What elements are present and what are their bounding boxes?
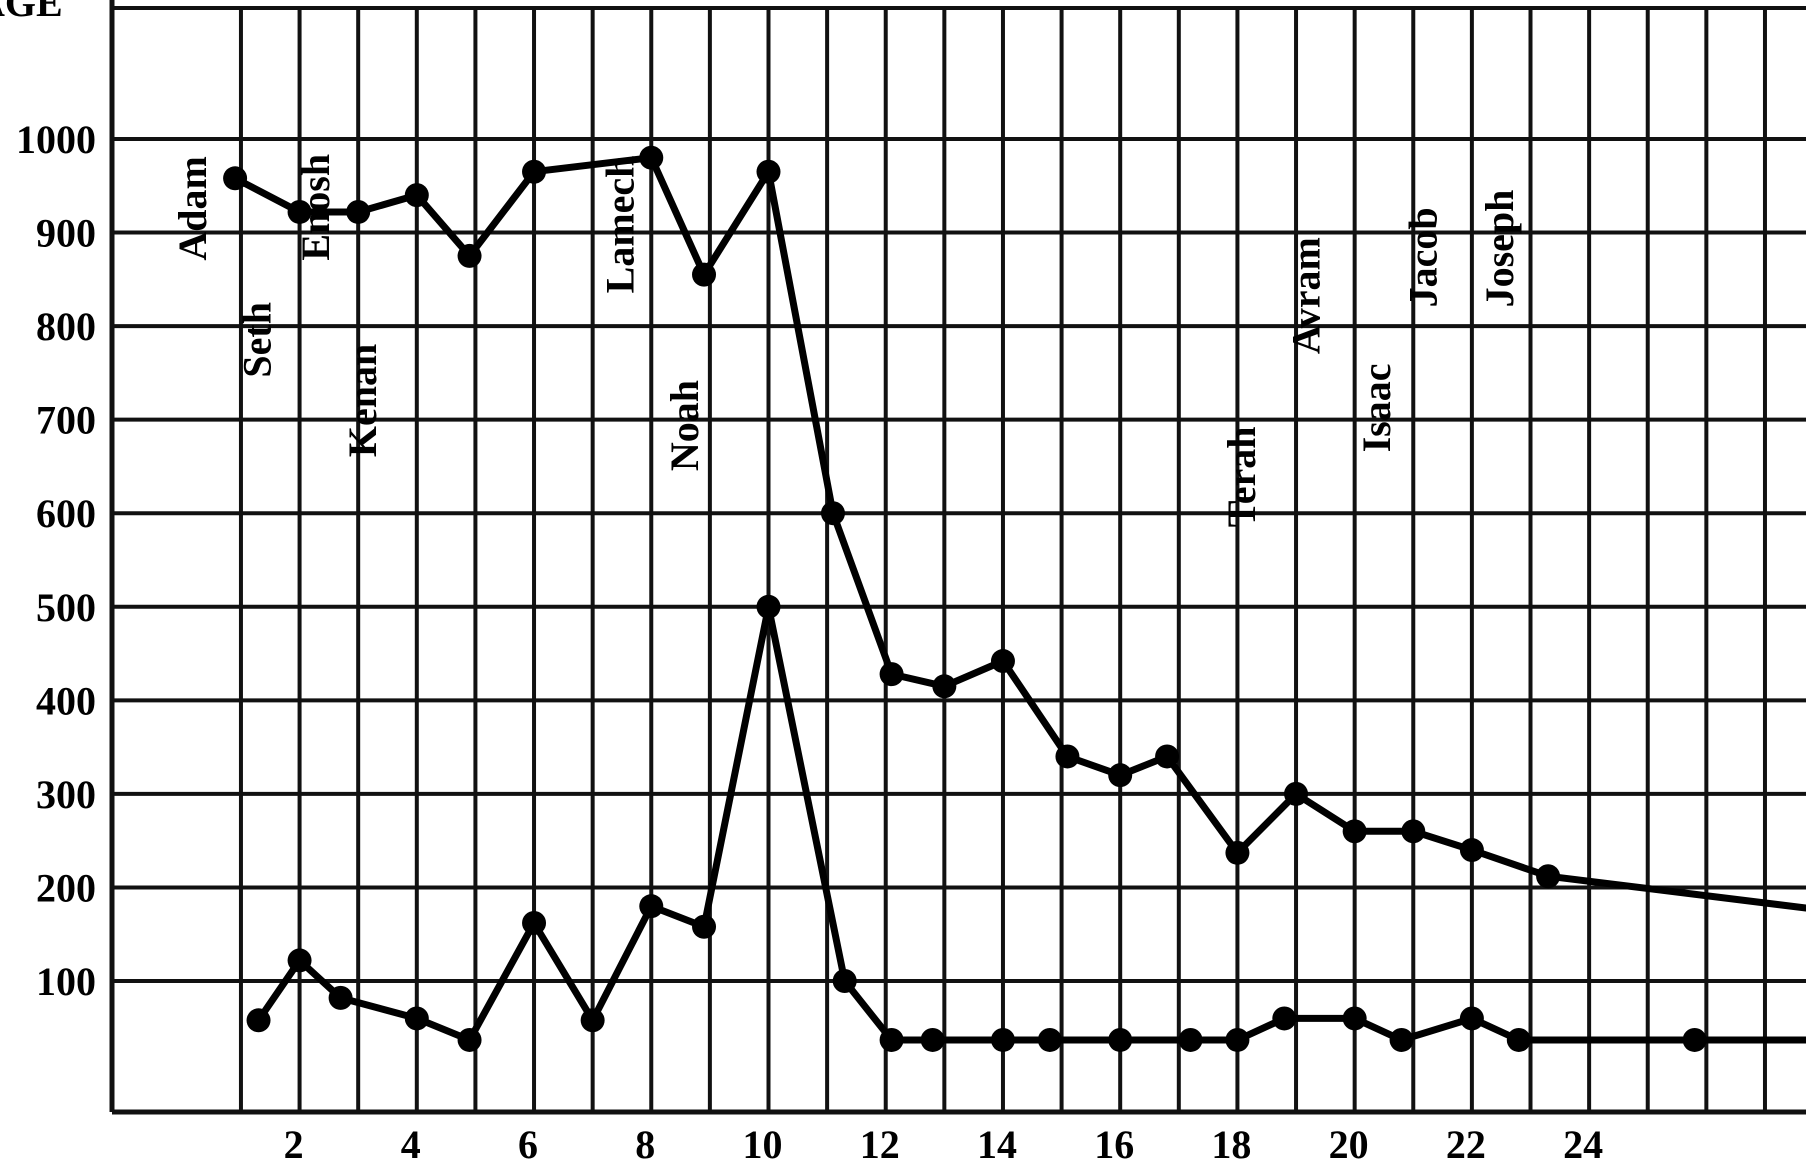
name-label-lamech: Lamech bbox=[598, 156, 643, 294]
y-tick-label: 400 bbox=[36, 678, 96, 723]
data-point bbox=[990, 649, 1015, 674]
data-point bbox=[1682, 1027, 1707, 1052]
y-axis-title: AGE bbox=[0, 0, 63, 25]
data-point bbox=[692, 914, 717, 939]
data-point bbox=[639, 145, 664, 170]
data-point bbox=[1459, 1006, 1484, 1031]
data-point bbox=[756, 594, 781, 619]
data-point bbox=[223, 166, 248, 191]
x-tick-label: 22 bbox=[1446, 1122, 1486, 1167]
x-tick-label: 24 bbox=[1563, 1122, 1603, 1167]
name-label-joseph: Joseph bbox=[1477, 190, 1522, 308]
data-point bbox=[932, 674, 957, 699]
name-label-kenan: Kenan bbox=[340, 344, 385, 457]
data-point bbox=[1536, 864, 1561, 889]
data-point bbox=[920, 1027, 945, 1052]
name-label-enosh: Enosh bbox=[293, 154, 338, 261]
data-point bbox=[522, 159, 547, 184]
data-point bbox=[404, 1006, 429, 1031]
name-label-noah: Noah bbox=[662, 380, 707, 471]
y-tick-label: 300 bbox=[36, 772, 96, 817]
name-label-seth: Seth bbox=[234, 302, 279, 378]
data-point bbox=[820, 501, 845, 526]
x-tick-label: 10 bbox=[742, 1122, 782, 1167]
x-tick-label: 4 bbox=[401, 1122, 421, 1167]
name-label-adam: Adam bbox=[170, 156, 215, 260]
data-point bbox=[1506, 1027, 1531, 1052]
data-point bbox=[287, 199, 312, 224]
data-point bbox=[346, 199, 371, 224]
data-point bbox=[692, 262, 717, 287]
data-point bbox=[1225, 840, 1250, 865]
data-point bbox=[990, 1027, 1015, 1052]
y-tick-label: 500 bbox=[36, 585, 96, 630]
y-tick-label: 200 bbox=[36, 865, 96, 910]
data-point bbox=[522, 911, 547, 936]
data-point bbox=[1272, 1006, 1297, 1031]
data-point bbox=[1225, 1027, 1250, 1052]
x-tick-label: 2 bbox=[284, 1122, 304, 1167]
data-point bbox=[1389, 1027, 1414, 1052]
series-1 bbox=[223, 145, 1806, 912]
series-line bbox=[255, 603, 1806, 1044]
data-point bbox=[879, 1027, 904, 1052]
chart-series bbox=[223, 145, 1806, 1052]
data-point bbox=[756, 159, 781, 184]
data-point bbox=[639, 894, 664, 919]
x-tick-label: 18 bbox=[1211, 1122, 1251, 1167]
name-label-avram: Avram bbox=[1283, 237, 1328, 354]
data-point bbox=[1284, 781, 1309, 806]
x-tick-label: 6 bbox=[518, 1122, 538, 1167]
data-point bbox=[1037, 1027, 1062, 1052]
y-tick-label: 800 bbox=[36, 304, 96, 349]
data-point bbox=[879, 662, 904, 687]
y-tick-label: 700 bbox=[36, 398, 96, 443]
y-tick-label: 900 bbox=[36, 211, 96, 256]
x-tick-label: 8 bbox=[635, 1122, 655, 1167]
x-tick-label: 12 bbox=[860, 1122, 900, 1167]
chart-annotations: Adam Seth Enosh Kenan Lamech Noah Terah Avram Is… bbox=[170, 154, 1522, 527]
name-label-isaac: Isaac bbox=[1354, 364, 1399, 453]
data-point bbox=[1055, 744, 1080, 769]
data-point bbox=[404, 183, 429, 208]
data-point bbox=[1155, 744, 1180, 769]
data-point bbox=[1459, 838, 1484, 863]
chart-grid bbox=[112, 6, 1806, 1112]
y-tick-label: 600 bbox=[36, 491, 96, 536]
x-tick-label: 16 bbox=[1094, 1122, 1134, 1167]
x-tick-label: 20 bbox=[1329, 1122, 1369, 1167]
data-point bbox=[1342, 1006, 1367, 1031]
data-point bbox=[1342, 819, 1367, 844]
data-point bbox=[832, 969, 857, 994]
x-tick-label: 14 bbox=[977, 1122, 1017, 1167]
data-point bbox=[328, 985, 353, 1010]
data-point bbox=[1108, 763, 1133, 788]
name-label-terah: Terah bbox=[1219, 426, 1264, 527]
data-point bbox=[246, 1008, 271, 1033]
data-point bbox=[287, 948, 312, 973]
data-point bbox=[457, 243, 482, 268]
series-2 bbox=[246, 594, 1806, 1052]
name-label-jacob: Jacob bbox=[1401, 207, 1446, 307]
y-tick-label: 1000 bbox=[16, 117, 96, 162]
data-point bbox=[580, 1008, 605, 1033]
data-point bbox=[457, 1027, 482, 1052]
data-point bbox=[1108, 1027, 1133, 1052]
data-point bbox=[1178, 1027, 1203, 1052]
chart-frame bbox=[109, 0, 1806, 1115]
y-tick-label: 100 bbox=[36, 959, 96, 1004]
data-point bbox=[1401, 819, 1426, 844]
